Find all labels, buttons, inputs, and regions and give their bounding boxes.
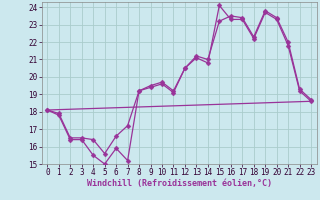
X-axis label: Windchill (Refroidissement éolien,°C): Windchill (Refroidissement éolien,°C): [87, 179, 272, 188]
